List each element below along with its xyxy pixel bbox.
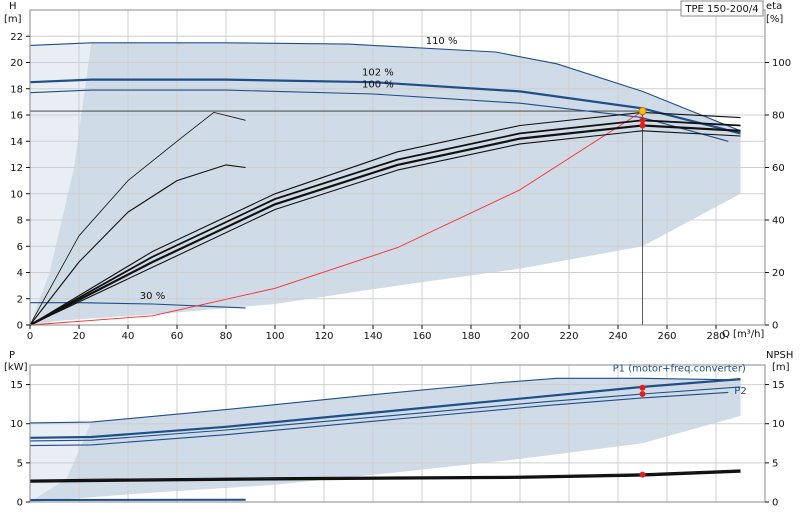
eta-axis-unit: [%]: [766, 14, 783, 25]
power-envelope: [30, 378, 741, 502]
x-tick-label-60: 60: [171, 331, 184, 342]
y2-tick-label-60: 60: [772, 163, 785, 174]
y2-tick-label-20: 20: [772, 268, 785, 279]
y2-tick-label-80: 80: [772, 111, 785, 122]
npsh-y-axis: 0 5 10 15: [765, 380, 785, 508]
p-tick-label-10: 10: [10, 419, 23, 430]
annotation-3: 30 %: [140, 291, 165, 302]
y-tick-label-12: 12: [10, 163, 23, 174]
y-tick-label-22: 22: [10, 32, 23, 43]
x-tick-label-140: 140: [363, 331, 382, 342]
x-tick-label-80: 80: [220, 331, 233, 342]
power-annotation-0: P1 (motor+freq.converter): [613, 363, 746, 374]
x-tick-label-40: 40: [122, 331, 135, 342]
power-axis-unit: [kW]: [4, 362, 28, 373]
npsh-axis-unit: [m]: [772, 362, 790, 373]
power-y-axis: 0 5 10 15: [10, 380, 30, 508]
y-tick-label-10: 10: [10, 189, 23, 200]
y-tick-label-4: 4: [17, 268, 23, 279]
eta-marker-2: [640, 123, 646, 129]
head-axis-label: H: [9, 1, 17, 12]
y-tick-label-2: 2: [17, 294, 23, 305]
p-tick-label-5: 5: [17, 458, 23, 469]
y2-tick-label-40: 40: [772, 216, 785, 227]
y-tick-label-18: 18: [10, 84, 23, 95]
x-tick-label-260: 260: [657, 331, 676, 342]
power-npsh-panel: 0 5 10 15 0 5 10 15 P1 (motor+freq.converter) P…: [4, 350, 793, 509]
y-tick-label-0: 0: [17, 321, 23, 332]
x-tick-label-0: 0: [27, 331, 33, 342]
y-tick-label-14: 14: [10, 137, 23, 148]
x-tick-label-120: 120: [314, 331, 333, 342]
y-tick-label-6: 6: [17, 242, 23, 253]
p-tick-label-0: 0: [17, 498, 23, 509]
npsh-tick-label-10: 10: [772, 419, 785, 430]
duty-point-marker: [639, 108, 646, 115]
power-marker-0: [640, 385, 646, 391]
x-tick-label-20: 20: [73, 331, 86, 342]
y-tick-label-20: 20: [10, 58, 23, 69]
npsh-axis-label: NPSH: [766, 350, 793, 361]
power-axis-label: P: [9, 350, 15, 361]
annotation-0: 110 %: [426, 36, 458, 47]
pump-model-title: TPE 150-200/4: [684, 4, 758, 15]
power-annotation-1: P2: [734, 386, 746, 397]
eta-y-axis: 0 20 40 60 80 100: [765, 58, 791, 332]
x-tick-label-200: 200: [510, 331, 529, 342]
npsh-tick-label-0: 0: [772, 498, 778, 509]
x-tick-label-220: 220: [559, 331, 578, 342]
power-marker-1: [640, 391, 646, 397]
y2-tick-label-0: 0: [772, 321, 778, 332]
head-efficiency-panel: 0 2 4 6 8 10 12 14 16 18 20 22 0 20 40 60 80 100 0 20 40 60…: [4, 1, 791, 342]
power-marker-2: [640, 472, 646, 478]
npsh-tick-label-15: 15: [772, 380, 785, 391]
npsh-tick-label-5: 5: [772, 458, 778, 469]
flow-axis-label: Q [m³/h]: [722, 329, 764, 340]
eta-marker-1: [640, 117, 646, 123]
x-tick-label-160: 160: [412, 331, 431, 342]
y2-tick-label-100: 100: [772, 58, 791, 69]
annotation-2: 100 %: [362, 79, 394, 90]
p-tick-label-15: 15: [10, 380, 23, 391]
head-axis-unit: [m]: [4, 14, 22, 25]
head-y-axis: 0 2 4 6 8 10 12 14 16 18 20 22: [10, 32, 30, 332]
eta-axis-label: eta: [766, 1, 782, 12]
x-tick-label-100: 100: [265, 331, 284, 342]
y-tick-label-8: 8: [17, 216, 23, 227]
x-tick-label-240: 240: [608, 331, 627, 342]
y-tick-label-16: 16: [10, 111, 23, 122]
annotation-1: 102 %: [362, 68, 394, 79]
x-tick-label-180: 180: [461, 331, 480, 342]
